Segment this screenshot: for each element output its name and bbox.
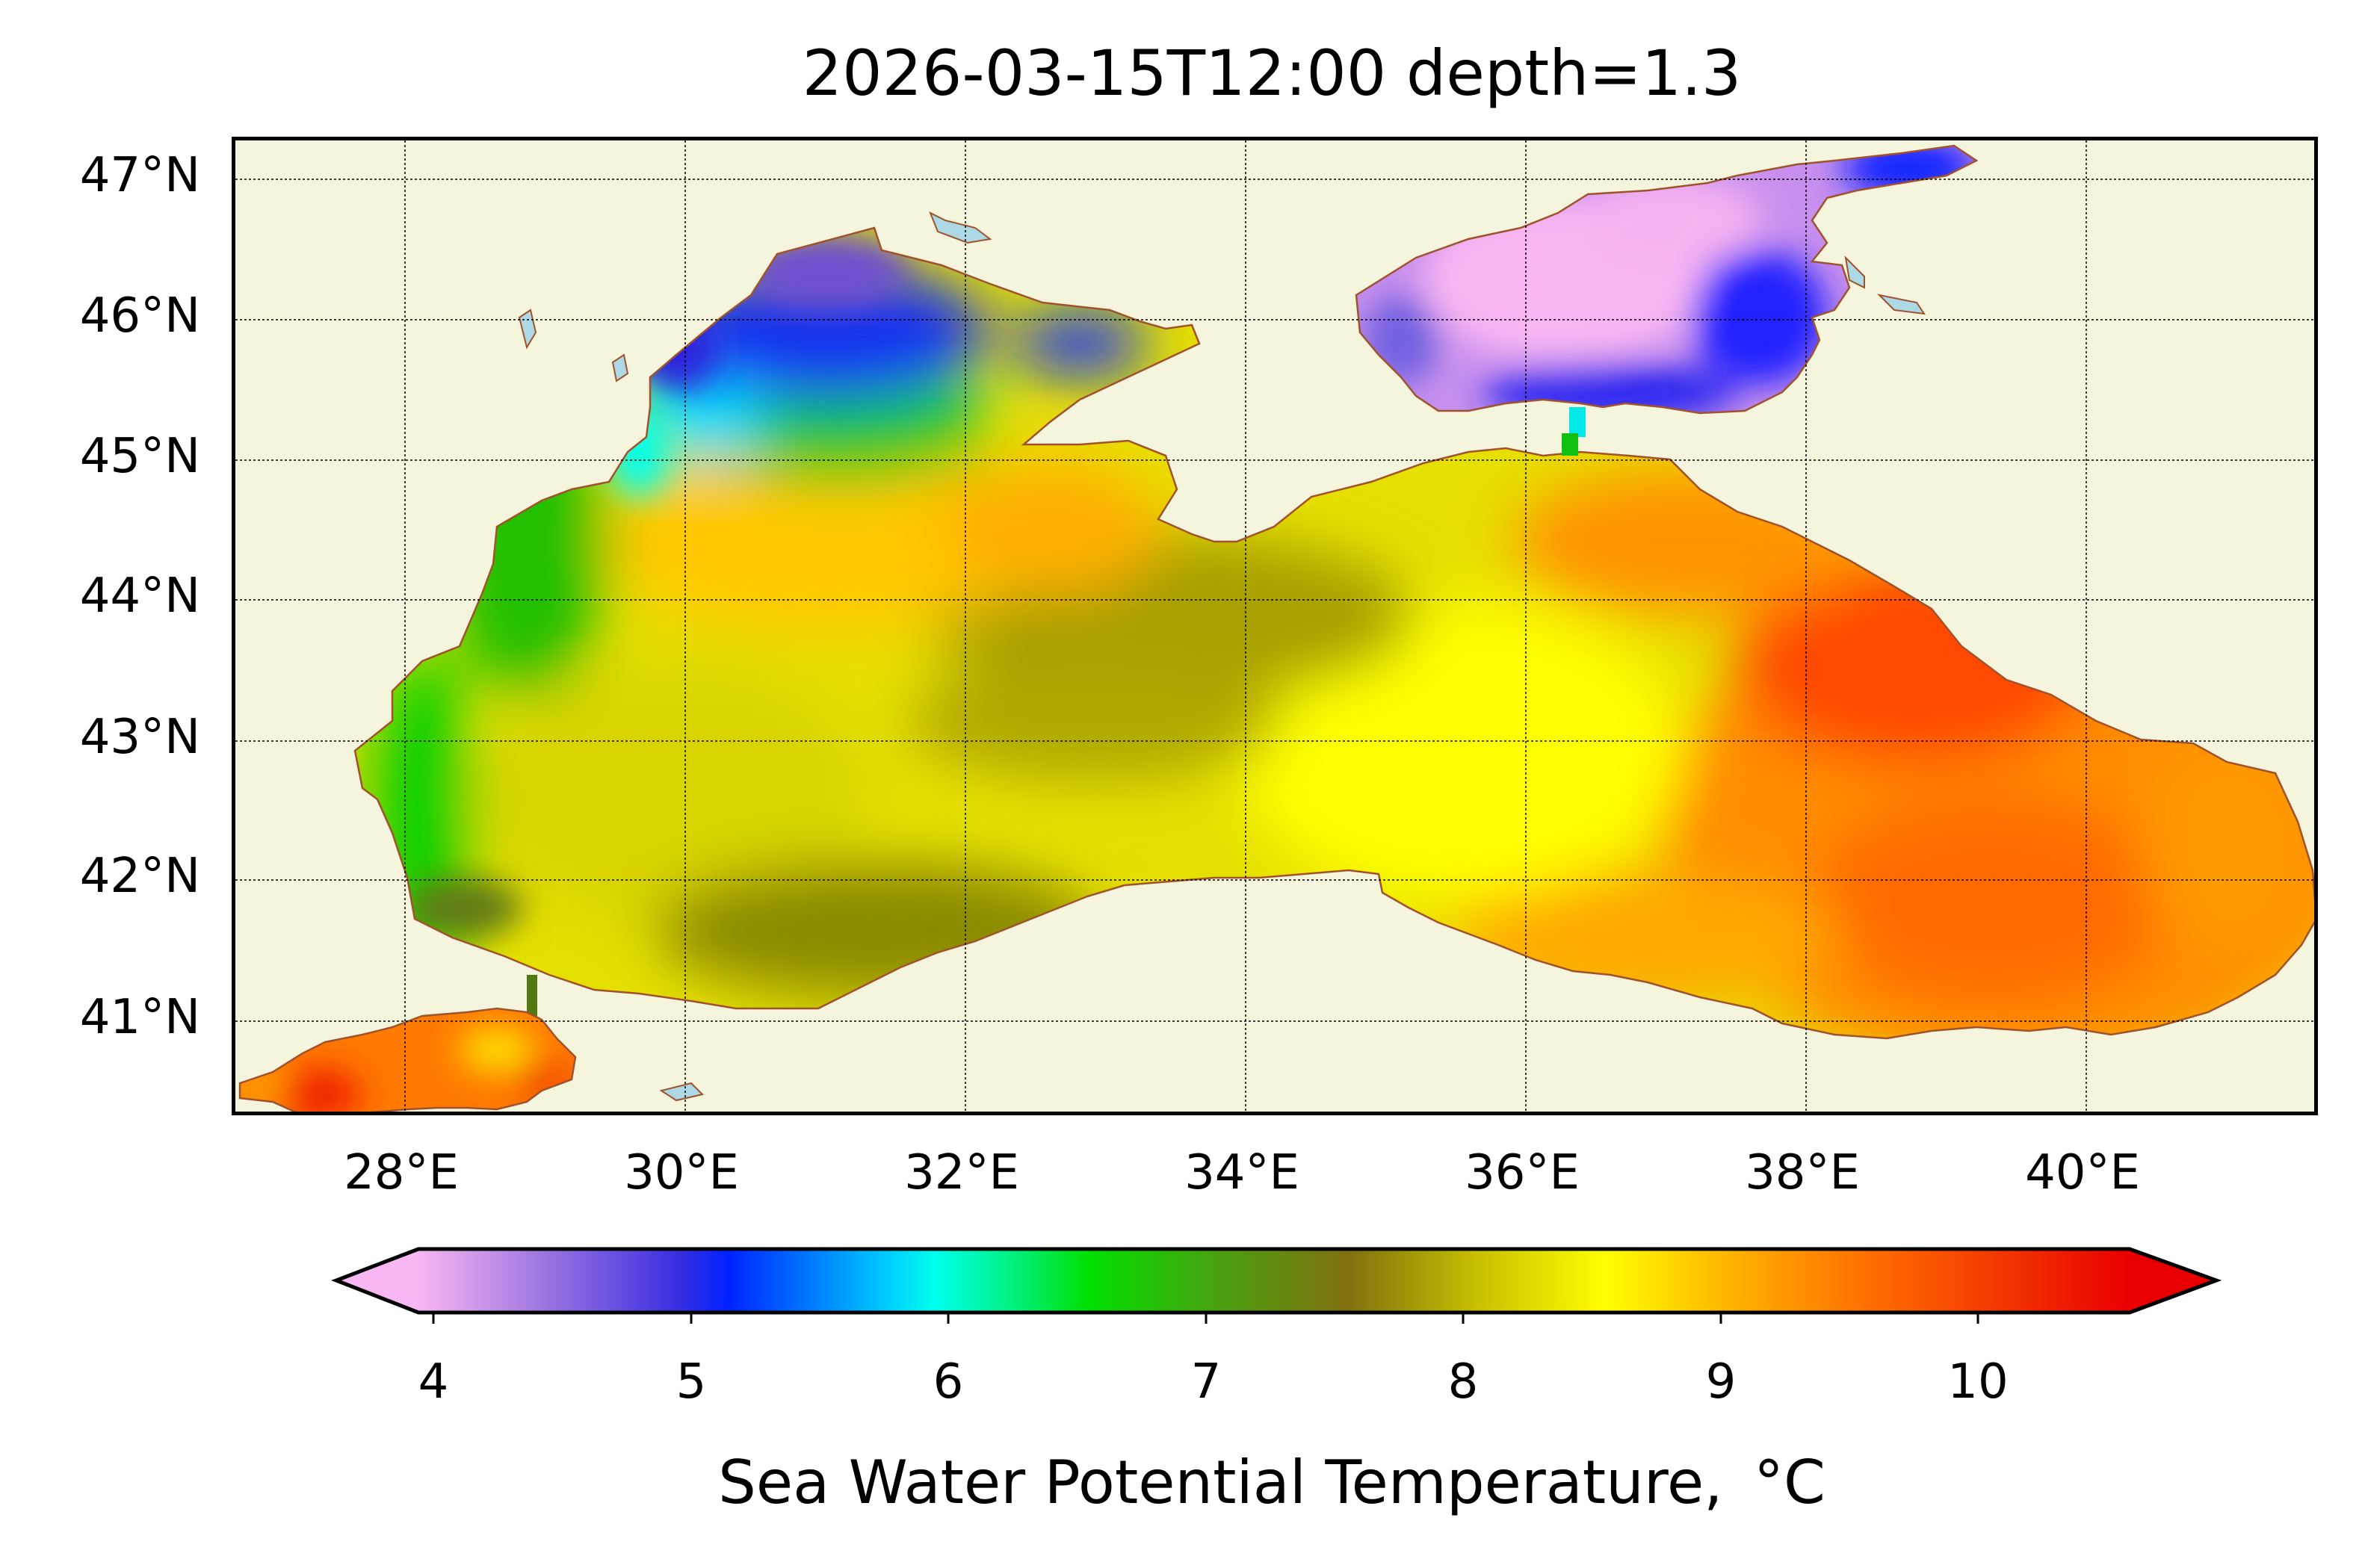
colorbar-tick-10: 10 — [1947, 1354, 2009, 1410]
lat-tick-44: 44°N — [79, 568, 200, 624]
azov-coastline — [1355, 144, 1979, 415]
colorbar-tick-4: 4 — [418, 1354, 449, 1410]
lon-tick-30: 30°E — [624, 1145, 739, 1200]
colorbar-tick-6: 6 — [933, 1354, 964, 1410]
lon-tick-40: 40°E — [2025, 1145, 2140, 1200]
colorbar-tick-5: 5 — [675, 1354, 707, 1410]
map-title: 2026-03-15T12:00 depth=1.3 — [802, 37, 1742, 110]
lat-tick-43: 43°N — [79, 710, 200, 765]
temperature-field — [235, 140, 2314, 1112]
graticule — [235, 140, 2314, 1112]
inland-water — [518, 211, 1926, 1102]
lon-tick-28: 28°E — [344, 1145, 459, 1200]
colorbar-tick-8: 8 — [1447, 1354, 1479, 1410]
marmara-coastline — [238, 1007, 577, 1112]
colorbar-tick-7: 7 — [1190, 1354, 1222, 1410]
colorbar — [331, 1247, 2222, 1324]
map-panel[interactable] — [232, 137, 2318, 1115]
lon-tick-36: 36°E — [1465, 1145, 1580, 1200]
colorbar-tick-9: 9 — [1705, 1354, 1737, 1410]
lat-tick-41: 41°N — [79, 990, 200, 1045]
lon-tick-38: 38°E — [1745, 1145, 1860, 1200]
lat-tick-47: 47°N — [79, 148, 200, 203]
lat-tick-42: 42°N — [79, 849, 200, 904]
lat-tick-45: 45°N — [79, 429, 200, 484]
lon-tick-32: 32°E — [904, 1145, 1019, 1200]
lon-tick-34: 34°E — [1184, 1145, 1299, 1200]
colorbar-ticks — [432, 1313, 1979, 1324]
black-sea-coastline — [353, 226, 2314, 1040]
colorbar-label: Sea Water Potential Temperature, °C — [718, 1448, 1825, 1517]
lat-tick-46: 46°N — [79, 288, 200, 344]
